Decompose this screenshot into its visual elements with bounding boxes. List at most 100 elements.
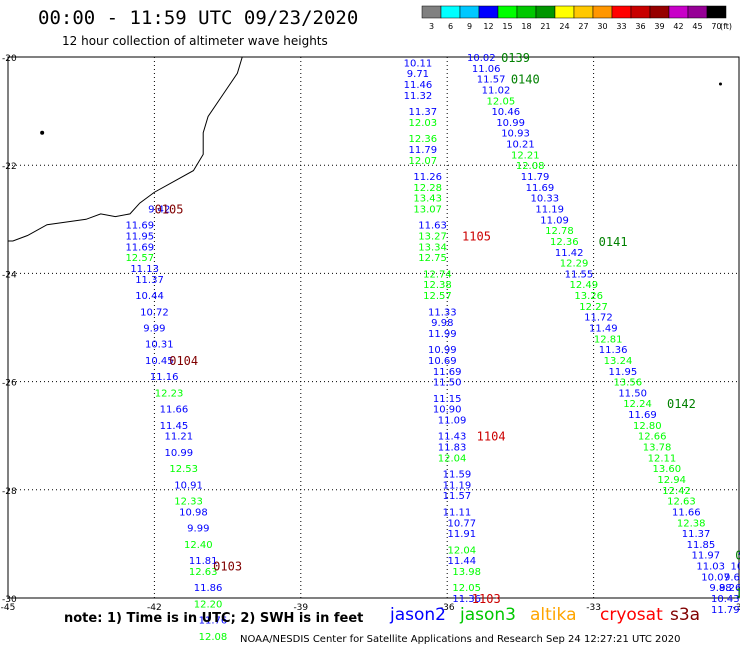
legend-unit-label: (ft) <box>720 22 732 31</box>
wave-height-value: 11.69 <box>433 367 462 378</box>
wave-height-value: 9.99 <box>187 524 209 535</box>
wave-height-value: 12.53 <box>169 464 198 475</box>
wave-height-value: 10.07 <box>701 572 730 583</box>
wave-height-value: 13.07 <box>413 204 442 215</box>
wave-height-value: 11.45 <box>160 421 189 432</box>
legend-bin-label: 45 <box>692 22 702 31</box>
legend-bin-label: 33 <box>616 22 626 31</box>
wave-height-value: 12.27 <box>579 302 608 313</box>
wave-height-value: 11.66 <box>160 405 189 416</box>
wave-height-value: 11.85 <box>687 540 716 551</box>
satellite-label-s3a: s3a <box>670 605 701 625</box>
wave-height-value: 11.09 <box>540 215 569 226</box>
wave-height-value: 11.42 <box>555 248 584 259</box>
wave-height-value: 12.75 <box>418 253 447 264</box>
wave-height-value: 11.79 <box>408 145 437 156</box>
pass-time-label: 0139 <box>501 51 530 65</box>
legend-swatch <box>459 5 480 19</box>
legend-bin-label: 27 <box>578 22 588 31</box>
wave-height-value: 10.99 <box>164 448 193 459</box>
wave-height-value: 12.63 <box>667 497 696 508</box>
map-subtitle: 12 hour collection of altimeter wave hei… <box>62 34 328 48</box>
legend-swatch <box>421 5 442 19</box>
wave-height-value: 9.26 <box>719 583 740 594</box>
wave-height-value: 12.49 <box>570 280 599 291</box>
lat-tick-label: -22 <box>2 162 17 172</box>
legend-swatch <box>687 5 708 19</box>
lat-tick-label: -24 <box>2 270 17 280</box>
wave-height-value: 9.98 <box>431 318 453 329</box>
wave-height-value: 13.34 <box>418 242 447 253</box>
wave-height-value: 11.95 <box>609 367 638 378</box>
wave-height-value: 11.16 <box>150 372 179 383</box>
wave-height-value: 11.57 <box>477 75 506 86</box>
wave-height-value: 10.69 <box>428 356 457 367</box>
wave-height-value: 11.79 <box>711 605 740 616</box>
legend-swatch <box>592 5 613 19</box>
wave-height-value: 10.98 <box>179 507 208 518</box>
wave-height-value: 11.19 <box>443 480 472 491</box>
legend-swatch <box>668 5 689 19</box>
wave-height-value: 9.45 <box>739 551 740 562</box>
wave-height-value: 12.40 <box>184 540 213 551</box>
wave-height-value: 11.55 <box>565 269 594 280</box>
pass-time-label: 1105 <box>462 230 491 244</box>
coastline <box>8 56 243 242</box>
satellite-label-jason2: jason2 <box>390 605 446 625</box>
footer-note: note: 1) Time is in UTC; 2) SWH is in fe… <box>64 611 364 626</box>
wave-height-value: 10.21 <box>506 140 535 151</box>
wave-height-value: 11.91 <box>448 529 477 540</box>
legend-swatch <box>516 5 537 19</box>
wave-height-value: 11.06 <box>472 64 501 75</box>
wave-height-value: 11.03 <box>696 562 725 573</box>
wave-height-value: 13.43 <box>413 194 442 205</box>
legend-bin-label: 24 <box>559 22 569 31</box>
legend-bin-label: 39 <box>654 22 664 31</box>
wave-height-value: 12.23 <box>155 388 184 399</box>
wave-height-value: 12.08 <box>199 632 228 643</box>
wave-height-value: 10.44 <box>731 562 740 573</box>
pass-time-label: 0105 <box>155 202 184 216</box>
wave-height-value: 11.81 <box>189 556 218 567</box>
wave-height-value: 11.50 <box>433 378 462 389</box>
lat-tick-label: -20 <box>2 54 17 64</box>
pass-time-label: 0143 <box>735 549 740 563</box>
wave-height-value: 11.86 <box>194 583 223 594</box>
wave-height-value: 10.11 <box>404 58 433 69</box>
wave-height-value: 12.57 <box>125 253 154 264</box>
satellite-label-cryosat: cryosat <box>600 605 663 625</box>
legend-bin-label: 30 <box>597 22 607 31</box>
wave-height-value: 12.29 <box>560 259 589 270</box>
wave-height-value: 12.11 <box>648 453 677 464</box>
wave-height-value: 12.36 <box>550 237 579 248</box>
wave-height-value: 13.60 <box>652 464 681 475</box>
legend-bin-label: 21 <box>540 22 550 31</box>
wave-height-value: 13.56 <box>613 378 642 389</box>
wave-height-value: 11.32 <box>404 91 433 102</box>
wave-height-value: 13.78 <box>643 443 672 454</box>
legend-swatch <box>535 5 556 19</box>
legend-swatch <box>554 5 575 19</box>
map-title: 00:00 - 11:59 UTC 09/23/2020 <box>38 7 359 29</box>
wave-height-value: 10.90 <box>433 405 462 416</box>
wave-height-value: 11.69 <box>125 242 154 253</box>
wave-height-value: 11.59 <box>443 470 472 481</box>
wave-height-value: 12.74 <box>423 269 452 280</box>
wave-height-value: 11.36 <box>599 345 628 356</box>
footer-credit: NOAA/NESDIS Center for Satellite Applica… <box>240 634 681 645</box>
wave-height-value: 12.05 <box>452 583 481 594</box>
pass-time-label: 1141 <box>735 587 740 601</box>
wave-height-value: 11.37 <box>682 529 711 540</box>
wave-height-value: 12.78 <box>545 226 574 237</box>
wave-height-value: 12.36 <box>408 134 437 145</box>
wave-height-value: 10.99 <box>428 345 457 356</box>
wave-height-value: 12.28 <box>413 183 442 194</box>
wave-height-value: 11.19 <box>535 204 564 215</box>
wave-height-value: 12.63 <box>189 567 218 578</box>
pass-time-label: 0104 <box>169 354 198 368</box>
legend-bin-label: 36 <box>635 22 645 31</box>
wave-height-value: 11.50 <box>618 388 647 399</box>
wave-height-value: 10.91 <box>174 480 203 491</box>
map-frame <box>7 56 740 599</box>
